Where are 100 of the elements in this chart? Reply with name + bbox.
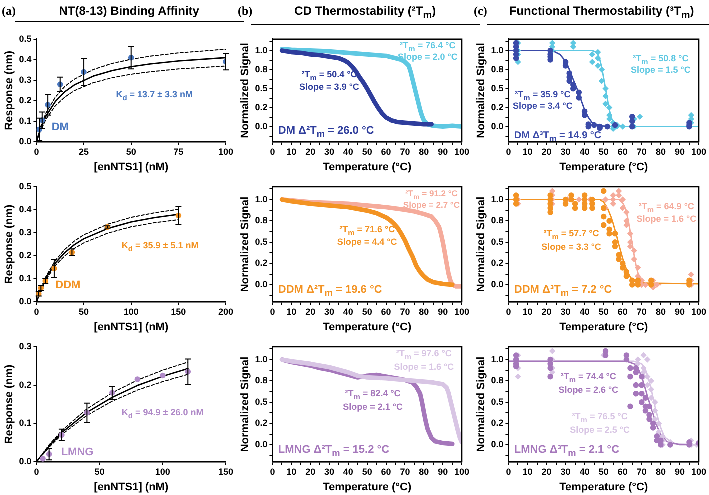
series-label: DM [52,121,69,134]
x-tick-label: 40 [580,466,590,477]
y-tick-label: 0.5 [255,236,268,247]
x-tick-label: 0 [506,466,512,477]
annotation: Slope = 2.6 °C [558,384,619,395]
x-tick-label: 50 [362,306,372,317]
x-tick-label: 100 [691,146,707,157]
y-tick-label: 0.2 [491,258,504,268]
x-axis-title: Temperature (°C) [323,321,412,334]
x-tick-label: 80 [419,146,430,157]
x-tick-label: 10 [522,466,533,477]
x-tick-label: 25 [79,146,90,157]
x-tick-label: 60 [618,306,628,317]
y-tick-label: 0.5 [19,34,32,44]
series-label: DDM [56,279,81,292]
x-tick-label: 60 [618,466,628,477]
y-tick-label: 0.0 [255,439,268,450]
y-tick-label: 0.2 [491,102,504,112]
x-tick-label: 200 [218,306,234,317]
y-tick-label: 0.0 [491,439,504,450]
annotation: ³T$_{m}$ = 74.4 °C [560,372,616,384]
annotation: DM Δ³T$_{m}$ = 14.9 °C [514,130,602,144]
annotation: LMNG Δ³T$_{m}$ = 2.1 °C [514,443,620,458]
x-tick-label: 0 [270,306,276,317]
y-tick-label: 0.8 [255,376,268,386]
x-tick-label: 0 [34,306,40,317]
chart-title: Functional Thermostability (³T$_{m}$) [486,4,709,26]
x-tick-label: 60 [618,146,628,157]
annotation: ³T$_{m}$ = 50.8 °C [633,54,689,66]
y-tick-label: 0.8 [255,216,268,226]
y-axis-title: Normalized Signal [476,43,488,138]
x-tick-label: 30 [324,306,335,317]
y-tick-label: 0.0 [19,456,32,466]
x-tick-label: 0 [270,466,276,477]
x-axis-title: Temperature (°C) [560,481,648,494]
annotation: Slope = 1.6 °C [394,362,454,372]
x-tick-label: 100 [691,466,707,477]
y-tick-label: 0.3 [19,341,32,352]
y-tick-label: 0.2 [19,250,32,260]
x-tick-label: 10 [286,146,297,157]
x-axis-title: [enNTS1] (nM) [94,161,169,174]
y-tick-label: 0.0 [19,136,32,146]
annotation: Slope = 4.4 °C [337,237,398,248]
x-tick-label: 20 [542,306,552,317]
x-tick-label: 150 [218,466,234,477]
x-tick-label: 70 [400,146,410,157]
x-tick-label: 100 [691,306,707,317]
y-tick-label: 1.0 [491,45,504,56]
y-tick-label: 0.3 [19,227,32,238]
x-tick-label: 80 [656,146,666,157]
x-tick-label: 50 [94,466,105,477]
x-tick-label: 50 [79,306,90,317]
x-axis-title: Temperature (°C) [323,481,412,494]
y-axis-title: Normalized Signal [240,196,252,292]
x-tick-label: 20 [306,306,316,317]
x-tick-label: 10 [286,466,297,477]
y-tick-label: 0.2 [19,380,32,390]
x-tick-label: 50 [126,146,136,157]
annotation: DDM Δ²T$_{m}$ = 19.6 °C [278,283,382,298]
y-tick-label: 0.8 [491,64,504,74]
x-tick-label: 70 [636,466,647,477]
x-tick-label: 60 [381,146,392,157]
annotation: Slope = 2.7 °C [403,200,460,210]
text: (c) [474,4,488,19]
x-tick-label: 20 [306,146,316,157]
y-tick-label: 0.5 [19,181,32,192]
text: (a) [2,4,16,19]
y-axis-title: Normalized Signal [476,196,488,292]
annotation: Slope = 2.5 °C [570,424,630,435]
x-tick-label: 30 [560,466,571,477]
y-tick-label: 0.0 [255,279,268,290]
y-axis-title: Response (nm) [4,50,16,130]
y-tick-label: 0.2 [19,95,32,106]
x-tick-label: 80 [419,466,430,477]
x-tick-label: 150 [171,306,186,317]
x-tick-label: 40 [580,306,590,317]
text: (b) [238,4,253,19]
x-tick-label: 50 [362,146,372,157]
annotation: ²T$_{m}$ = 76.4 °C [400,40,456,53]
annotation: DM Δ²T$_{m}$ = 26.0 °C [278,124,374,139]
y-tick-label: 0.1 [19,273,32,284]
x-tick-label: 10 [522,146,533,157]
x-tick-label: 80 [419,306,430,317]
y-tick-label: 0.3 [19,74,32,85]
y-tick-label: 0.5 [491,83,504,94]
x-tick-label: 0 [34,466,40,477]
annotation: Slope = 1.6 °C [636,214,697,224]
x-tick-label: 10 [522,306,533,317]
annotation: Slope = 2.1 °C [343,402,403,412]
y-tick-label: 0.8 [491,376,504,386]
x-tick-label: 30 [324,466,335,477]
x-axis-title: Temperature (°C) [323,161,412,174]
x-tick-label: 0 [34,146,40,157]
x-tick-label: 50 [598,146,609,157]
x-tick-label: 100 [155,466,170,477]
x-tick-label: 80 [656,466,666,477]
y-tick-label: 0.8 [491,216,504,226]
annotation: ³T$_{m}$ = 76.5 °C [572,412,628,425]
y-tick-label: 0.0 [491,279,504,290]
y-tick-label: 0.5 [255,396,268,407]
